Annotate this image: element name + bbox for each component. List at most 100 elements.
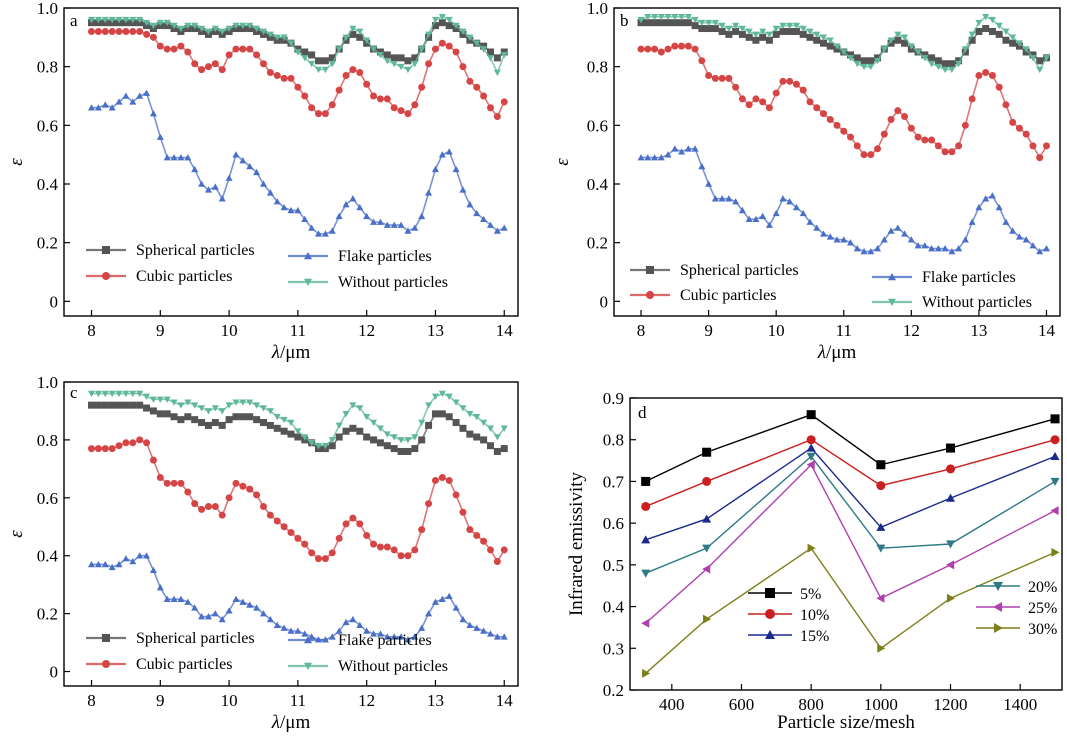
data-point [826, 42, 834, 50]
data-point [108, 445, 116, 453]
data-point [493, 434, 501, 441]
data-point [759, 212, 767, 220]
data-point [637, 45, 645, 53]
data-point [779, 195, 787, 202]
data-point [211, 405, 219, 412]
data-point [445, 476, 453, 484]
data-point [94, 16, 102, 24]
data-point [349, 66, 357, 74]
data-point [383, 221, 391, 228]
data-point [698, 19, 706, 27]
data-point [239, 399, 247, 406]
data-point [170, 479, 178, 487]
legend-entry: 30% [976, 621, 1057, 638]
data-point [246, 413, 254, 421]
series-line [645, 455, 1056, 574]
data-point [765, 221, 773, 228]
data-point [342, 411, 350, 418]
data-point [657, 154, 665, 161]
data-point [370, 92, 378, 100]
legend-marker [993, 582, 1003, 591]
data-point [988, 192, 996, 199]
data-point [425, 60, 433, 68]
data-point [480, 419, 488, 427]
data-point [136, 27, 144, 35]
data-point [946, 493, 956, 502]
data-point [177, 42, 185, 50]
data-point [225, 174, 233, 181]
data-point [301, 630, 309, 637]
data-point [493, 633, 501, 640]
data-point [287, 74, 295, 82]
data-point [143, 30, 151, 38]
data-point [698, 25, 706, 33]
data-point [418, 526, 426, 534]
data-point [349, 424, 357, 432]
data-point [860, 151, 868, 159]
data-point [294, 433, 302, 441]
x-tick-label: 10 [221, 691, 238, 710]
data-point [280, 624, 288, 631]
data-point [328, 54, 336, 62]
y-tick-label: 0.9 [603, 389, 624, 408]
data-point [500, 425, 508, 432]
data-point [232, 22, 240, 30]
data-point [678, 14, 686, 21]
data-point [191, 402, 199, 409]
data-point [390, 54, 398, 62]
data-point [204, 63, 212, 71]
data-point [287, 627, 295, 634]
data-point [819, 34, 827, 41]
data-point [115, 390, 123, 398]
data-point [1015, 124, 1023, 132]
data-point [975, 19, 983, 27]
data-point [315, 555, 323, 563]
data-point [493, 227, 501, 234]
series-25- [641, 460, 1059, 628]
data-point [473, 209, 481, 217]
plot-frame [63, 7, 519, 317]
legend-entry: Flake particles [872, 269, 1016, 286]
data-point [266, 511, 274, 519]
data-point [946, 443, 956, 453]
data-point [287, 206, 295, 214]
data-point [308, 549, 316, 557]
data-point [94, 104, 102, 111]
x-tick-label: 13 [427, 321, 444, 340]
data-point [725, 25, 733, 33]
data-point [946, 560, 955, 570]
y-axis-label: ε [552, 158, 573, 166]
data-point [411, 633, 419, 640]
data-point [266, 31, 274, 38]
data-point [370, 218, 378, 225]
data-point [315, 230, 323, 237]
x-axis-label: λ/μm [271, 342, 311, 363]
x-tick-label: 9 [156, 321, 165, 340]
data-point [184, 399, 192, 406]
data-point [642, 668, 651, 678]
data-point [390, 434, 398, 441]
data-point [1042, 142, 1050, 150]
data-point [853, 142, 861, 150]
legend-text: 10% [800, 607, 829, 624]
data-point [1029, 55, 1037, 62]
data-point [786, 27, 794, 35]
x-tick-label: 400 [659, 695, 685, 714]
data-point [136, 436, 144, 444]
data-point [383, 51, 391, 59]
data-point [156, 396, 164, 403]
y-axis-label: Infrared emissivity [566, 471, 587, 616]
x-tick-label: 8 [637, 321, 646, 340]
y-tick-label: 0.8 [37, 431, 58, 450]
data-point [218, 28, 226, 35]
data-point [315, 442, 323, 450]
data-point [156, 584, 164, 591]
data-point [732, 22, 740, 30]
data-point [486, 55, 494, 62]
data-point [308, 440, 316, 447]
data-point [363, 627, 371, 634]
data-point [914, 242, 922, 249]
data-point [486, 630, 494, 637]
data-point [363, 531, 371, 539]
data-point [968, 36, 976, 44]
